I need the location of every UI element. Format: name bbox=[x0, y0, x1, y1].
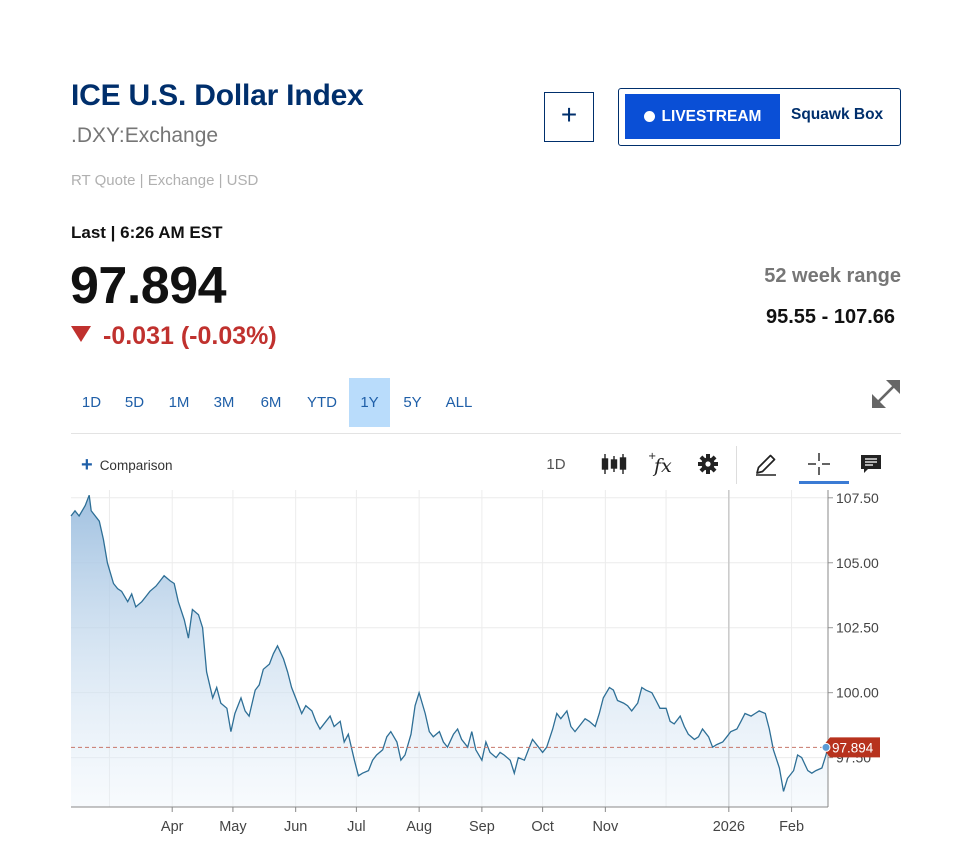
svg-text:+: + bbox=[648, 451, 656, 462]
range-label: 52 week range bbox=[764, 265, 901, 287]
price-change: -0.031 (-0.03%) bbox=[71, 322, 277, 351]
current-point bbox=[821, 742, 831, 752]
last-trade-time: Last | 6:26 AM EST bbox=[71, 223, 223, 242]
x-tick-label: Feb bbox=[779, 819, 804, 835]
period-tab-ytd[interactable]: YTD bbox=[307, 394, 337, 411]
x-tick-label: Oct bbox=[531, 819, 554, 835]
livestream-widget: LIVESTREAM Squawk Box bbox=[618, 88, 901, 146]
page-title: ICE U.S. Dollar Index bbox=[71, 79, 364, 112]
symbol-label: .DXY:Exchange bbox=[71, 124, 219, 147]
price-line bbox=[70, 494, 829, 792]
x-tick-label: Apr bbox=[161, 819, 184, 835]
down-arrow-icon bbox=[71, 326, 91, 342]
add-to-watchlist-button[interactable]: + bbox=[544, 92, 594, 142]
x-tick-label: 2026 bbox=[713, 819, 745, 835]
comment-icon[interactable] bbox=[856, 444, 886, 484]
y-tick-label: 105.00 bbox=[836, 555, 879, 571]
y-tick-label: 107.50 bbox=[836, 490, 879, 506]
comparison-label: Comparison bbox=[99, 457, 173, 473]
price-change-value: -0.031 (-0.03%) bbox=[103, 322, 277, 350]
price-area bbox=[71, 495, 828, 807]
period-tab-5y[interactable]: 5Y bbox=[403, 394, 422, 411]
pencil-icon[interactable] bbox=[751, 444, 781, 484]
y-tick-label: 102.50 bbox=[836, 620, 879, 636]
comparison-button[interactable]: + Comparison bbox=[81, 455, 172, 475]
period-tab-6m[interactable]: 6M bbox=[260, 394, 282, 411]
current-price-label: 97.894 bbox=[832, 740, 874, 755]
current-price-tag bbox=[822, 737, 880, 758]
x-tick-label: Jul bbox=[347, 819, 366, 835]
crosshair-icon[interactable] bbox=[804, 444, 834, 484]
period-tab-1d[interactable]: 1D bbox=[81, 394, 102, 411]
function-icon[interactable]: + fx bbox=[645, 444, 675, 484]
livestream-label: LIVESTREAM bbox=[661, 107, 762, 125]
period-tab-all[interactable]: ALL bbox=[445, 394, 473, 411]
squawk-box-link[interactable]: Squawk Box bbox=[791, 106, 884, 123]
y-tick-label: 100.00 bbox=[836, 685, 879, 701]
divider bbox=[71, 433, 901, 434]
candlestick-icon[interactable] bbox=[599, 444, 629, 484]
active-tool-indicator bbox=[799, 481, 849, 484]
x-tick-label: Jun bbox=[284, 819, 307, 835]
x-tick-label: Aug bbox=[406, 819, 432, 835]
toolbar-separator bbox=[736, 446, 737, 484]
quote-meta: RT Quote | Exchange | USD bbox=[71, 172, 259, 189]
period-tab-1y[interactable]: 1Y bbox=[349, 378, 390, 427]
period-tab-1m[interactable]: 1M bbox=[168, 394, 190, 411]
expand-icon[interactable] bbox=[868, 376, 904, 412]
gear-icon[interactable] bbox=[693, 444, 723, 484]
livestream-button[interactable]: LIVESTREAM bbox=[625, 94, 780, 139]
period-tab-5d[interactable]: 5D bbox=[124, 394, 145, 411]
period-tabs: 1D 5D 1M 3M 6M YTD 1Y 5Y ALL bbox=[71, 378, 483, 427]
last-price: 97.894 bbox=[70, 257, 227, 315]
period-tab-3m[interactable]: 3M bbox=[213, 394, 235, 411]
x-tick-label: Sep bbox=[469, 819, 495, 835]
live-dot-icon bbox=[643, 111, 655, 122]
svg-text:fx: fx bbox=[652, 455, 672, 477]
plus-icon: + bbox=[81, 454, 93, 476]
x-tick-label: Nov bbox=[592, 819, 619, 835]
interval-selector[interactable]: 1D bbox=[546, 455, 566, 473]
x-tick-label: May bbox=[219, 819, 247, 835]
range-value: 95.55 - 107.66 bbox=[766, 306, 895, 328]
